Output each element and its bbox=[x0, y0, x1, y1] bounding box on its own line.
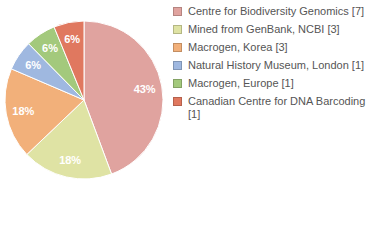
html-text:Canadian Centre for DNA Barcod: Canadian Centre for DNA Barcoding [1] bbox=[188, 95, 366, 120]
html-text:Natural History Museum, London: Natural History Museum, London [1] bbox=[188, 59, 365, 71]
svg-text:6%: 6% bbox=[64, 33, 80, 45]
html-text:Macrogen, Korea [3]: Macrogen, Korea [3] bbox=[188, 41, 288, 53]
html-text:Macrogen, Europe [1]: Macrogen, Europe [1] bbox=[188, 77, 294, 89]
svg-text:43%: 43% bbox=[134, 83, 156, 95]
svg-text:18%: 18% bbox=[12, 105, 34, 117]
svg-text:6%: 6% bbox=[25, 59, 41, 71]
html-text:Mined from GenBank, NCBI [3]: Mined from GenBank, NCBI [3] bbox=[188, 23, 340, 35]
svg-text:18%: 18% bbox=[59, 154, 81, 166]
html-text:Centre for Biodiversity Genomi: Centre for Biodiversity Genomics [7] bbox=[188, 5, 365, 17]
svg-text:6%: 6% bbox=[42, 42, 58, 54]
